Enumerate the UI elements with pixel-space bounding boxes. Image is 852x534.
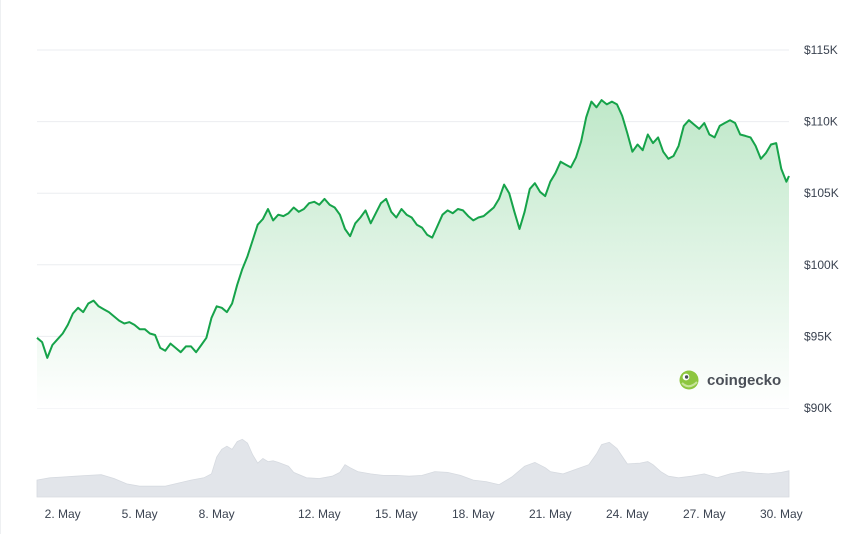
coingecko-watermark: coingecko: [679, 370, 781, 390]
x-tick-label: 30. May: [760, 507, 803, 521]
x-tick-label: 5. May: [122, 507, 158, 521]
x-tick-label: 24. May: [606, 507, 649, 521]
x-tick-label: 8. May: [199, 507, 235, 521]
y-tick-label: $110K: [804, 115, 838, 129]
x-axis-ticks: 2. May 5. May 8. May 12. May 15. May 18. May 2…: [45, 507, 803, 521]
x-tick-label: 18. May: [452, 507, 495, 521]
price-line-group: [36, 99, 790, 359]
y-tick-label: $115K: [804, 43, 838, 57]
price-line: [36, 99, 790, 359]
x-tick-label: 27. May: [683, 507, 726, 521]
x-tick-label: 12. May: [298, 507, 341, 521]
price-area-fill: [37, 100, 789, 408]
price-area: [37, 100, 789, 408]
y-tick-label: $105K: [804, 186, 839, 200]
x-tick-label: 2. May: [45, 507, 81, 521]
y-tick-label: $90K: [804, 401, 832, 415]
y-tick-label: $95K: [804, 329, 832, 343]
brand-name: coingecko: [707, 372, 781, 389]
gecko-logo-icon: [679, 370, 699, 390]
y-axis-ticks: $115K $110K $105K $100K $95K $90K: [804, 43, 839, 415]
volume-series: [36, 438, 790, 498]
volume-area: [36, 438, 790, 498]
x-tick-label: 15. May: [375, 507, 418, 521]
x-tick-label: 21. May: [529, 507, 572, 521]
y-tick-label: $100K: [804, 258, 839, 272]
